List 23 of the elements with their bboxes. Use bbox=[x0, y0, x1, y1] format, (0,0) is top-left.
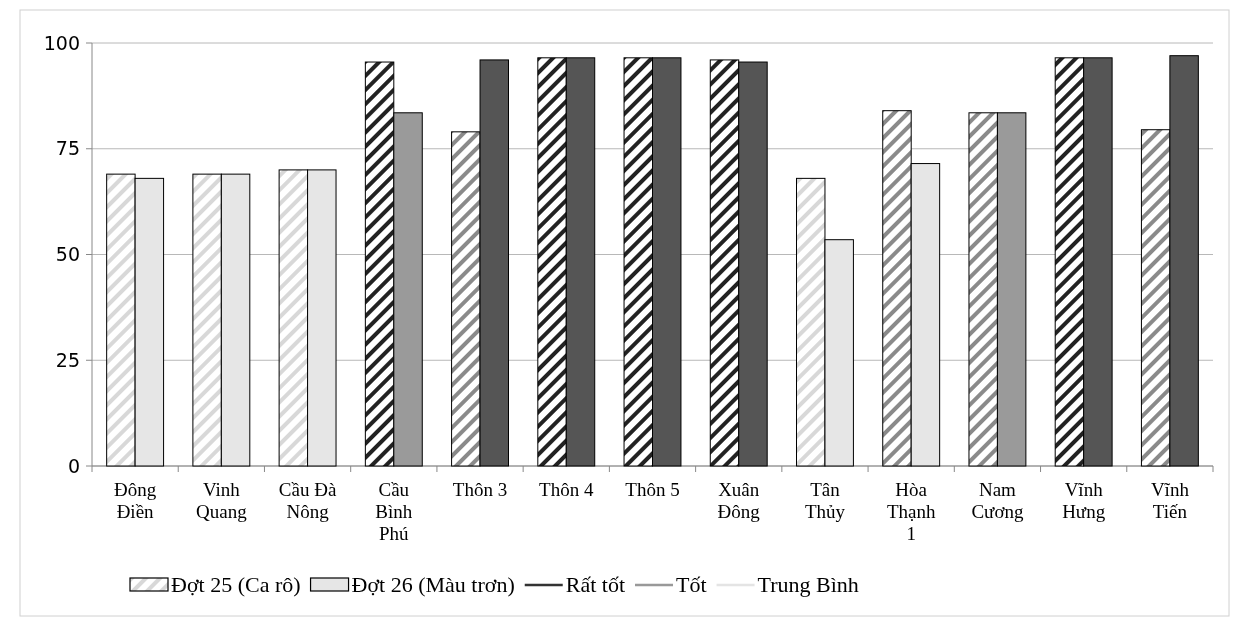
x-tick-label: Vĩnh Tiến bbox=[1150, 479, 1190, 522]
x-tick-label: Đông Điền bbox=[114, 479, 157, 522]
x-tick-label: Cầu Bình Phú bbox=[375, 479, 413, 544]
legend-label: Đợt 25 (Ca rô) bbox=[171, 572, 301, 597]
legend-label: Tốt bbox=[676, 572, 707, 597]
legend-label: Rất tốt bbox=[565, 572, 626, 597]
y-tick-label: 0 bbox=[67, 454, 80, 477]
y-tick-label: 50 bbox=[55, 243, 80, 266]
y-tick-label: 100 bbox=[43, 31, 80, 54]
x-tick-label: Thôn 5 bbox=[625, 479, 680, 500]
x-tick-label: Vĩnh Hưng bbox=[1062, 479, 1106, 522]
x-tick-label: Nam Cương bbox=[971, 479, 1024, 522]
legend-label: Đợt 26 (Màu trơn) bbox=[351, 572, 515, 597]
x-tick-label: Thôn 3 bbox=[452, 479, 508, 500]
y-tick-label: 25 bbox=[55, 348, 80, 371]
x-tick-label: Tân Thủy bbox=[804, 479, 846, 522]
y-tick-label: 75 bbox=[55, 137, 80, 160]
x-tick-label: Cầu Đà Nông bbox=[278, 479, 337, 522]
x-tick-label: Vinh Quang bbox=[196, 479, 248, 522]
x-tick-label: Thôn 4 bbox=[539, 479, 594, 500]
legend-label: Trung Bình bbox=[757, 572, 859, 597]
x-tick-label: Xuân Đông bbox=[717, 479, 761, 522]
x-tick-label: Hòa Thạnh 1 bbox=[886, 479, 936, 544]
